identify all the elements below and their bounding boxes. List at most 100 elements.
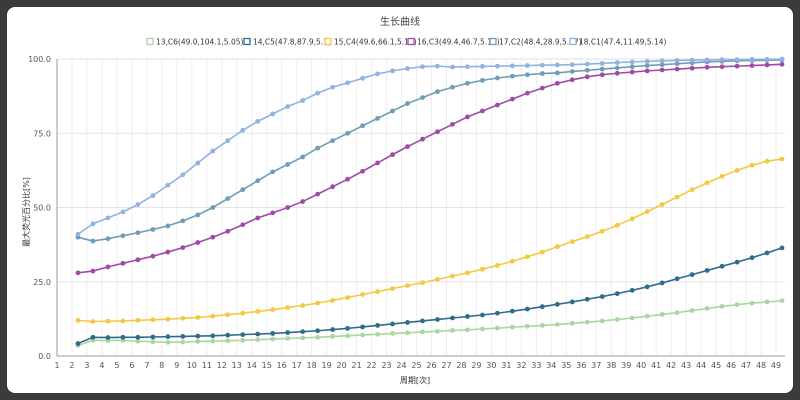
- data-point: [405, 101, 410, 106]
- legend-label: 13,C6(49.0,104.1,5.05): [156, 38, 243, 47]
- series-line: [77, 158, 783, 323]
- data-point: [300, 154, 306, 160]
- data-point: [450, 64, 455, 70]
- x-tick-label: 12: [217, 361, 227, 370]
- data-point: [524, 63, 530, 68]
- data-point: [195, 339, 201, 344]
- data-point: [360, 292, 365, 297]
- data-point: [584, 67, 590, 73]
- data-point: [345, 333, 351, 339]
- data-point: [420, 318, 425, 324]
- x-tick-label: 44: [696, 361, 706, 370]
- data-point: [779, 61, 785, 67]
- data-point: [734, 302, 740, 308]
- axes: 1 2 3 4 5 6 7 8 9 10 11 12 13 14 15 16 17 18 19 20 21 22 23 24 2…: [28, 55, 785, 370]
- data-point: [420, 64, 425, 70]
- data-point: [285, 162, 291, 167]
- data-point: [659, 202, 665, 207]
- x-tick-label: 36: [576, 361, 586, 370]
- data-point: [90, 238, 96, 244]
- x-tick-label: 42: [666, 361, 676, 370]
- data-point: [554, 62, 560, 68]
- data-point: [659, 280, 665, 286]
- data-point: [509, 308, 515, 314]
- x-tick-label: 28: [456, 361, 466, 370]
- legend-item: 14,C5(47.8,87.9,5.1): [243, 38, 331, 47]
- data-point: [270, 111, 276, 117]
- data-point: [480, 266, 485, 272]
- data-point: [300, 335, 306, 341]
- data-point: [704, 64, 710, 70]
- legend-swatch: [489, 37, 497, 46]
- data-point: [465, 327, 470, 333]
- data-point: [105, 236, 111, 242]
- x-tick-label: 47: [741, 361, 751, 370]
- data-point: [390, 331, 395, 336]
- x-tick-label: 43: [681, 361, 691, 370]
- data-point: [405, 330, 410, 336]
- data-point: [450, 328, 455, 333]
- legend-item: 17,C2(48.4,28.9,5.17): [489, 37, 582, 47]
- data-point: [180, 245, 186, 250]
- data-point: [375, 116, 380, 121]
- x-tick-label: 6: [129, 361, 134, 370]
- data-point: [749, 300, 755, 306]
- x-tick-label: 14: [247, 361, 257, 370]
- data-point: [554, 322, 560, 327]
- data-point: [539, 249, 545, 255]
- legend-swatch: [324, 37, 332, 46]
- series-line: [77, 247, 783, 345]
- data-point: [644, 58, 650, 64]
- data-point: [554, 301, 560, 307]
- data-point: [90, 319, 96, 324]
- x-tick-label: 29: [471, 361, 481, 370]
- data-point: [480, 312, 485, 318]
- data-point: [719, 64, 725, 70]
- data-point: [674, 58, 680, 63]
- data-point: [150, 253, 156, 259]
- data-point: [195, 333, 201, 339]
- data-point: [120, 260, 126, 266]
- data-point: [330, 84, 336, 90]
- data-point: [270, 169, 276, 175]
- data-point: [614, 70, 620, 76]
- data-point: [719, 304, 725, 309]
- data-point: [524, 72, 530, 78]
- data-point: [135, 202, 141, 207]
- data-point: [629, 64, 635, 70]
- data-point: [120, 318, 126, 324]
- chart-title: 生长曲线: [380, 15, 420, 28]
- data-point: [75, 270, 81, 276]
- x-tick-label: 21: [351, 361, 361, 370]
- data-point: [734, 57, 740, 62]
- data-point: [569, 77, 575, 83]
- chart: 生长曲线 13,C6(49.0,104.1,5.05) 14,C5(47.8,87…: [21, 15, 785, 385]
- data-point: [315, 328, 321, 334]
- series-line: [77, 63, 783, 274]
- legend-label: 18,C1(47.4,11.49,5.14): [579, 38, 666, 47]
- data-point: [225, 332, 231, 338]
- data-point: [480, 326, 485, 332]
- series-3: [75, 156, 785, 324]
- data-point: [674, 276, 680, 282]
- y-tick-label: 100.0: [28, 55, 51, 64]
- x-tick-label: 20: [337, 361, 347, 370]
- y-tick-label: 50.0: [33, 204, 51, 213]
- x-tick-label: 18: [307, 361, 317, 370]
- data-point: [524, 323, 530, 329]
- data-point: [509, 258, 515, 264]
- x-tick-label: 15: [262, 361, 272, 370]
- data-point: [509, 96, 515, 102]
- data-point: [435, 129, 440, 135]
- data-point: [240, 332, 246, 338]
- data-point: [674, 194, 680, 200]
- data-point: [210, 234, 216, 240]
- data-point: [494, 102, 500, 108]
- data-point: [764, 56, 770, 62]
- data-point: [135, 334, 141, 340]
- data-point: [614, 317, 620, 322]
- data-point: [689, 272, 695, 278]
- x-tick-label: 24: [396, 361, 406, 370]
- data-point: [360, 168, 365, 174]
- data-point: [225, 196, 231, 201]
